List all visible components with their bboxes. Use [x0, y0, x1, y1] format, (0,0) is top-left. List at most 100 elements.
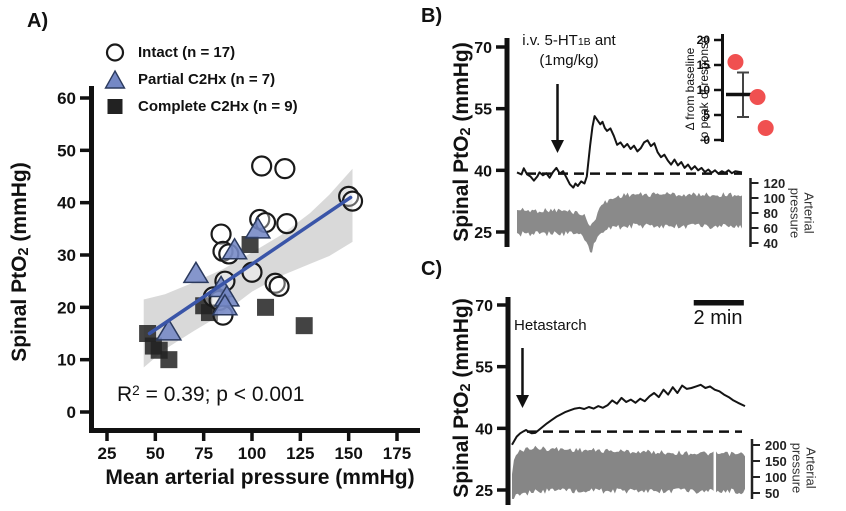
scatter-points-partial-c2hx: [155, 216, 272, 341]
tick-label: 40: [475, 421, 493, 438]
data-point-complete: [257, 298, 275, 316]
legend: Intact (n = 17) Partial C2Hx (n = 7) Com…: [104, 42, 298, 117]
regression-stats: R2 = 0.39; p < 0.001: [117, 383, 305, 407]
legend-item-complete: Complete C2Hx (n = 9): [104, 96, 298, 117]
scale-bar: [693, 300, 744, 306]
tick-label: 100: [238, 444, 266, 463]
tick-label: 50: [146, 444, 165, 463]
injection-annotation-b-line1: i.v. 5-HT1B ant: [522, 32, 616, 49]
y-axis: 0 10 20 30 40 50 60: [57, 86, 94, 433]
triangle-marker-icon: [104, 69, 126, 89]
panel-c-y-axis-label: Spinal PtO2 (mmHg): [450, 298, 474, 498]
panel-c-right-axis-label: Arterial pressure: [789, 442, 819, 494]
tick-label: 120: [764, 176, 786, 191]
inset-data-point: [727, 54, 744, 70]
data-point-complete: [241, 236, 259, 254]
inset-data-point: [757, 120, 774, 136]
pto2-trace: [516, 115, 743, 189]
y-axis: 70 55 40 25: [474, 38, 510, 247]
tick-label: 20: [57, 298, 76, 317]
tick-label: 200: [765, 438, 787, 453]
tick-label: 0: [703, 133, 710, 147]
tick-label: 25: [474, 225, 492, 242]
square-marker-icon: [107, 99, 123, 114]
tick-label: 150: [765, 454, 787, 469]
arterial-pressure-band: [517, 192, 742, 253]
data-point-intact: [274, 158, 296, 180]
y-axis: 70 55 40 25: [475, 297, 511, 505]
tick-label: 125: [286, 444, 314, 463]
tick-label: 80: [764, 206, 778, 221]
data-point-intact: [251, 155, 273, 177]
tick-label: 70: [474, 40, 492, 57]
panel-b-y-axis-label: Spinal PtO2 (mmHg): [450, 42, 474, 242]
panel-c-letter: C): [421, 258, 443, 280]
tick-label: 70: [475, 298, 493, 315]
tick-label: 100: [764, 191, 786, 206]
hetastarch-annotation: Hetastarch: [514, 317, 587, 334]
tick-label: 15: [697, 58, 711, 72]
tick-label: 40: [474, 163, 492, 180]
legend-item-intact: Intact (n = 17): [104, 42, 298, 63]
tick-label: 25: [475, 483, 493, 500]
recording-gap: [713, 441, 717, 495]
inset-y-axis-label: Δ from baseline to peak of response: [683, 36, 711, 142]
legend-label-complete: Complete C2Hx (n = 9): [138, 98, 298, 115]
data-point-intact: [210, 223, 232, 245]
panel-a-letter: A): [27, 10, 49, 32]
tick-label: 40: [764, 236, 778, 251]
tick-label: 0: [67, 403, 76, 422]
scatter-plot-panel-a: 0 10 20 30 40 50 60 25 50 75 100 125 150 175: [57, 86, 420, 463]
arterial-pressure-band: [512, 445, 745, 499]
inset-plot: 20 15 10 5 0: [697, 33, 774, 147]
data-point-complete: [295, 317, 313, 335]
tick-label: 10: [57, 351, 76, 370]
injection-annotation-b-line2: (1mg/kg): [539, 51, 599, 69]
x-axis: 25 50 75 100 125 150 175: [89, 428, 420, 463]
tick-label: 60: [764, 221, 778, 236]
injection-arrow: [515, 348, 529, 408]
pto2-trace: [511, 383, 746, 446]
data-point-partial: [221, 237, 248, 260]
data-point-partial: [182, 260, 210, 284]
tick-label: 75: [194, 444, 213, 463]
legend-label-partial: Partial C2Hx (n = 7): [138, 71, 276, 88]
data-point-partial: [155, 318, 183, 341]
tick-label: 175: [383, 444, 411, 463]
panel-a-x-axis-label: Mean arterial pressure (mmHg): [105, 466, 415, 489]
scalebar-label: 2 min: [693, 307, 743, 329]
legend-item-partial: Partial C2Hx (n = 7): [104, 69, 298, 90]
circle-marker-icon: [105, 43, 125, 62]
tick-label: 55: [474, 102, 492, 119]
data-point-intact: [276, 213, 298, 235]
tick-label: 20: [697, 33, 711, 47]
legend-label-intact: Intact (n = 17): [138, 44, 236, 61]
tick-label: 40: [57, 194, 76, 213]
data-point-intact: [268, 275, 290, 298]
tick-label: 50: [765, 486, 779, 501]
data-point-partial: [211, 293, 239, 316]
panel-b-right-axis-label: Arterial pressure: [787, 187, 817, 239]
injection-arrow: [551, 84, 564, 153]
tick-label: 60: [57, 89, 76, 108]
tick-label: 10: [697, 83, 711, 97]
inset-data-point: [749, 89, 766, 105]
panel-b-letter: B): [421, 5, 443, 27]
data-point-partial: [244, 216, 272, 239]
injection-annotation-b: i.v. 5-HT1B ant (1mg/kg): [510, 31, 628, 70]
tick-label: 50: [57, 141, 76, 160]
tick-label: 25: [98, 444, 117, 463]
panel-a-y-axis-label: Spinal PtO2 (mmHg): [8, 162, 32, 362]
tick-label: 100: [765, 470, 787, 485]
tick-label: 5: [703, 108, 710, 122]
regression-line: [147, 195, 353, 336]
data-point-complete: [160, 351, 178, 369]
tick-label: 30: [57, 246, 76, 265]
tick-label: 150: [334, 444, 362, 463]
tick-label: 55: [475, 360, 493, 377]
